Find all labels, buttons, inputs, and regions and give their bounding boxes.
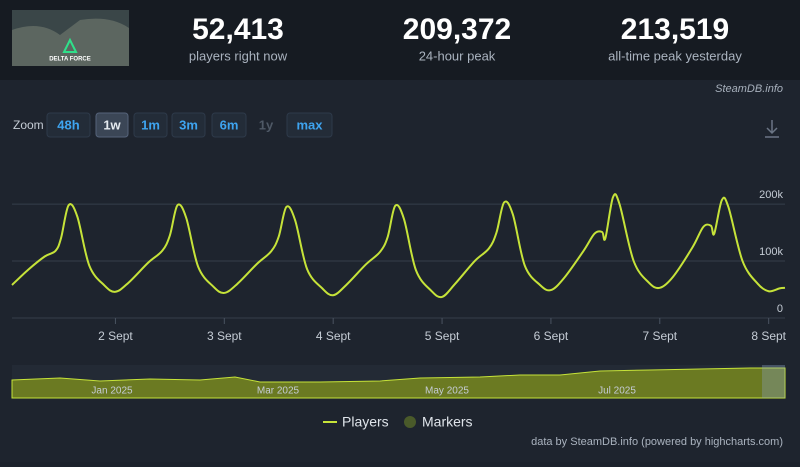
stat-label: 24-hour peak (419, 48, 496, 63)
y-tick-label: 100k (759, 246, 783, 258)
stat-value: 213,519 (621, 13, 729, 46)
x-tick-label: 2 Sept (98, 329, 133, 343)
zoom-button[interactable] (286, 112, 333, 138)
zoom-option: 1y (259, 117, 274, 132)
game-name: DELTA FORCE (49, 57, 91, 63)
zoom-option[interactable]: 3m (179, 117, 198, 132)
zoom-option[interactable]: 1m (141, 117, 160, 132)
series-line (11, 193, 786, 299)
header-bg (0, 0, 800, 80)
stat-value: 209,372 (403, 13, 511, 46)
zoom-button[interactable] (95, 112, 129, 138)
stat-value: 52,413 (192, 13, 284, 46)
game-image: DELTA FORCE (12, 10, 129, 66)
source: SteamDB.info (715, 83, 783, 95)
navigator-label: Jul 2025 (598, 386, 636, 397)
x-tick-label: 5 Sept (425, 329, 460, 343)
download-icon[interactable] (765, 120, 779, 138)
zoom-option[interactable]: max (296, 117, 323, 132)
stat-label: all-time peak yesterday (608, 48, 742, 63)
zoom-button[interactable] (171, 112, 206, 138)
stat-label: players right now (189, 48, 288, 63)
legend-marker[interactable] (404, 416, 416, 428)
legend-label[interactable]: Markers (422, 414, 473, 430)
navigator-label: Jan 2025 (91, 386, 133, 397)
x-tick-label: 7 Sept (642, 329, 677, 343)
navigator-label: Mar 2025 (257, 386, 300, 397)
credits: data by SteamDB.info (powered by highcha… (531, 436, 783, 448)
zoom-button[interactable] (133, 112, 168, 138)
x-tick-label: 8 Sept (751, 329, 786, 343)
zoom-button[interactable] (46, 112, 91, 138)
y-tick-label: 200k (759, 189, 783, 201)
legend-label[interactable]: Players (342, 414, 389, 430)
x-tick-label: 6 Sept (534, 329, 569, 343)
zoom-label: Zoom (13, 118, 44, 132)
zoom-option[interactable]: 6m (220, 117, 239, 132)
x-tick-label: 3 Sept (207, 329, 242, 343)
navigator (11, 365, 786, 399)
x-tick-label: 4 Sept (316, 329, 351, 343)
zoom-button[interactable] (211, 112, 247, 138)
zoom-option[interactable]: 48h (57, 117, 79, 132)
zoom-option[interactable]: 1w (103, 117, 121, 132)
y-tick-label: 0 (777, 303, 783, 315)
navigator-label: May 2025 (425, 386, 469, 397)
